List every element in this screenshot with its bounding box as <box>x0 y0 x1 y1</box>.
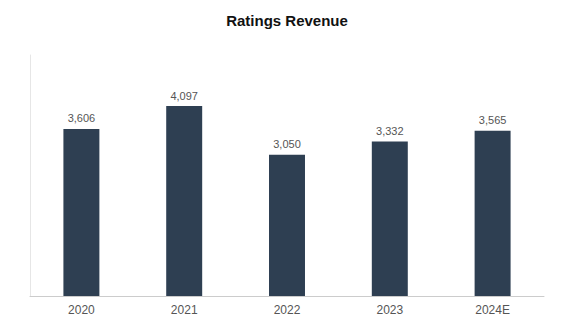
svg-text:4,097: 4,097 <box>170 90 198 102</box>
svg-text:3,332: 3,332 <box>376 125 404 137</box>
svg-text:3,565: 3,565 <box>479 114 507 126</box>
svg-text:3,606: 3,606 <box>68 112 96 124</box>
svg-text:2023: 2023 <box>376 303 403 317</box>
svg-text:Ratings Revenue: Ratings Revenue <box>226 12 348 29</box>
svg-text:2021: 2021 <box>171 303 198 317</box>
svg-text:2024E: 2024E <box>475 303 510 317</box>
svg-text:3,050: 3,050 <box>273 138 301 150</box>
svg-text:2020: 2020 <box>68 303 95 317</box>
svg-text:2022: 2022 <box>274 303 301 317</box>
